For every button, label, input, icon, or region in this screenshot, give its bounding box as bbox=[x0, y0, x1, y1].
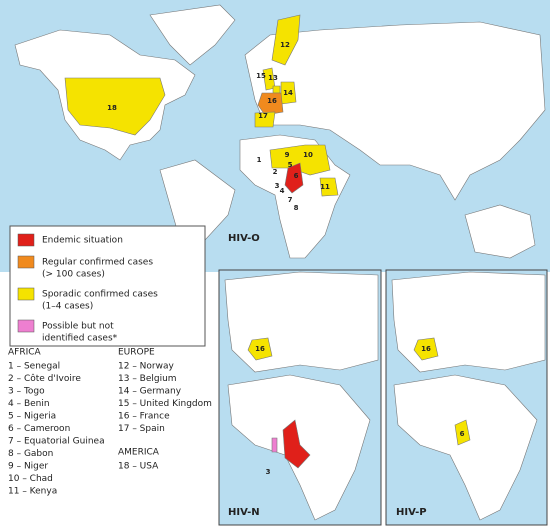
usa bbox=[64, 77, 166, 136]
panel-label: HIV-O bbox=[228, 233, 260, 244]
map-marker: 13 bbox=[268, 74, 278, 82]
legend-label: Regular confirmed cases bbox=[42, 258, 153, 268]
map-marker: 4 bbox=[280, 187, 285, 195]
map-marker: 15 bbox=[256, 72, 266, 80]
legend-label: identified cases* bbox=[42, 334, 118, 344]
map-marker: 16 bbox=[267, 97, 277, 105]
belgium bbox=[272, 85, 281, 94]
key-item: 16 – France bbox=[118, 412, 170, 422]
key-item: 15 – United Kingdom bbox=[118, 399, 212, 409]
map-marker: 7 bbox=[288, 196, 293, 204]
panel-label: HIV-P bbox=[396, 507, 427, 518]
australia bbox=[464, 204, 536, 259]
key-item: 11 – Kenya bbox=[8, 487, 57, 497]
map-marker: 5 bbox=[288, 161, 293, 169]
legend-swatch bbox=[17, 255, 35, 269]
map-marker: 3 bbox=[266, 468, 271, 476]
key-heading: AFRICA bbox=[8, 348, 42, 358]
map-marker: 6 bbox=[460, 430, 465, 438]
norway bbox=[271, 14, 301, 66]
key-item: 18 – USA bbox=[118, 462, 159, 472]
africa bbox=[393, 374, 538, 521]
key-item: 10 – Chad bbox=[8, 474, 53, 484]
map-marker: 10 bbox=[303, 151, 313, 159]
west-central-africa bbox=[269, 144, 331, 176]
map-marker: 2 bbox=[273, 168, 278, 176]
key-item: 2 – Côte d'Ivoire bbox=[8, 373, 81, 384]
legend-swatch bbox=[17, 319, 35, 333]
france bbox=[247, 337, 273, 361]
spain bbox=[254, 111, 276, 128]
map-marker: 16 bbox=[421, 345, 431, 353]
key-item: 17 – Spain bbox=[118, 424, 165, 434]
legend-label: Possible but not bbox=[42, 322, 114, 332]
legend-box bbox=[9, 225, 206, 347]
cameroon bbox=[282, 419, 311, 469]
legend-label: (> 100 cases) bbox=[42, 270, 105, 280]
map-marker: 16 bbox=[255, 345, 265, 353]
map-marker: 12 bbox=[280, 41, 290, 49]
map-marker: 11 bbox=[320, 183, 330, 191]
france bbox=[413, 337, 439, 361]
europe bbox=[391, 271, 546, 373]
map-marker: 17 bbox=[258, 112, 268, 120]
greenland bbox=[149, 4, 236, 66]
map-marker: 18 bbox=[107, 104, 117, 112]
kenya bbox=[319, 177, 339, 197]
hiv-n-map: 16 3 HIV-N bbox=[218, 269, 382, 526]
key-item: 7 – Equatorial Guinea bbox=[8, 437, 105, 447]
eurasia bbox=[244, 21, 546, 201]
legend-swatch bbox=[17, 233, 35, 247]
key-item: 3 – Togo bbox=[8, 387, 45, 397]
map-marker: 14 bbox=[283, 89, 293, 97]
key-item: 4 – Benin bbox=[8, 399, 50, 409]
cameroon bbox=[454, 419, 471, 446]
legend-swatch bbox=[17, 287, 35, 301]
togo bbox=[271, 437, 278, 453]
key-item: 14 – Germany bbox=[118, 387, 182, 397]
cameroon bbox=[284, 162, 304, 194]
map-marker: 8 bbox=[294, 204, 299, 212]
key-item: 8 – Gabon bbox=[8, 449, 53, 459]
legend: Endemic situation Regular confirmed cases… bbox=[9, 225, 206, 347]
key-item: 13 – Belgium bbox=[118, 374, 177, 384]
map-marker: 9 bbox=[285, 151, 290, 159]
key-item: 9 – Niger bbox=[8, 462, 48, 472]
key-item: 5 – Nigeria bbox=[8, 412, 56, 422]
key-heading: EUROPE bbox=[118, 348, 155, 358]
panel-label: HIV-N bbox=[228, 507, 260, 518]
legend-label: Sporadic confirmed cases bbox=[42, 290, 158, 300]
key-item: 12 – Norway bbox=[118, 362, 174, 372]
europe bbox=[224, 271, 379, 373]
map-marker: 3 bbox=[275, 182, 280, 190]
key-item: 1 – Senegal bbox=[8, 362, 60, 372]
legend-label: Endemic situation bbox=[42, 236, 123, 246]
legend-label: (1–4 cases) bbox=[42, 302, 93, 312]
key-heading: AMERICA bbox=[118, 448, 160, 458]
map-marker: 6 bbox=[294, 172, 299, 180]
key-item: 6 – Cameroon bbox=[8, 424, 70, 434]
hiv-p-map: 16 6 HIV-P bbox=[385, 269, 548, 526]
map-marker: 1 bbox=[257, 156, 262, 164]
